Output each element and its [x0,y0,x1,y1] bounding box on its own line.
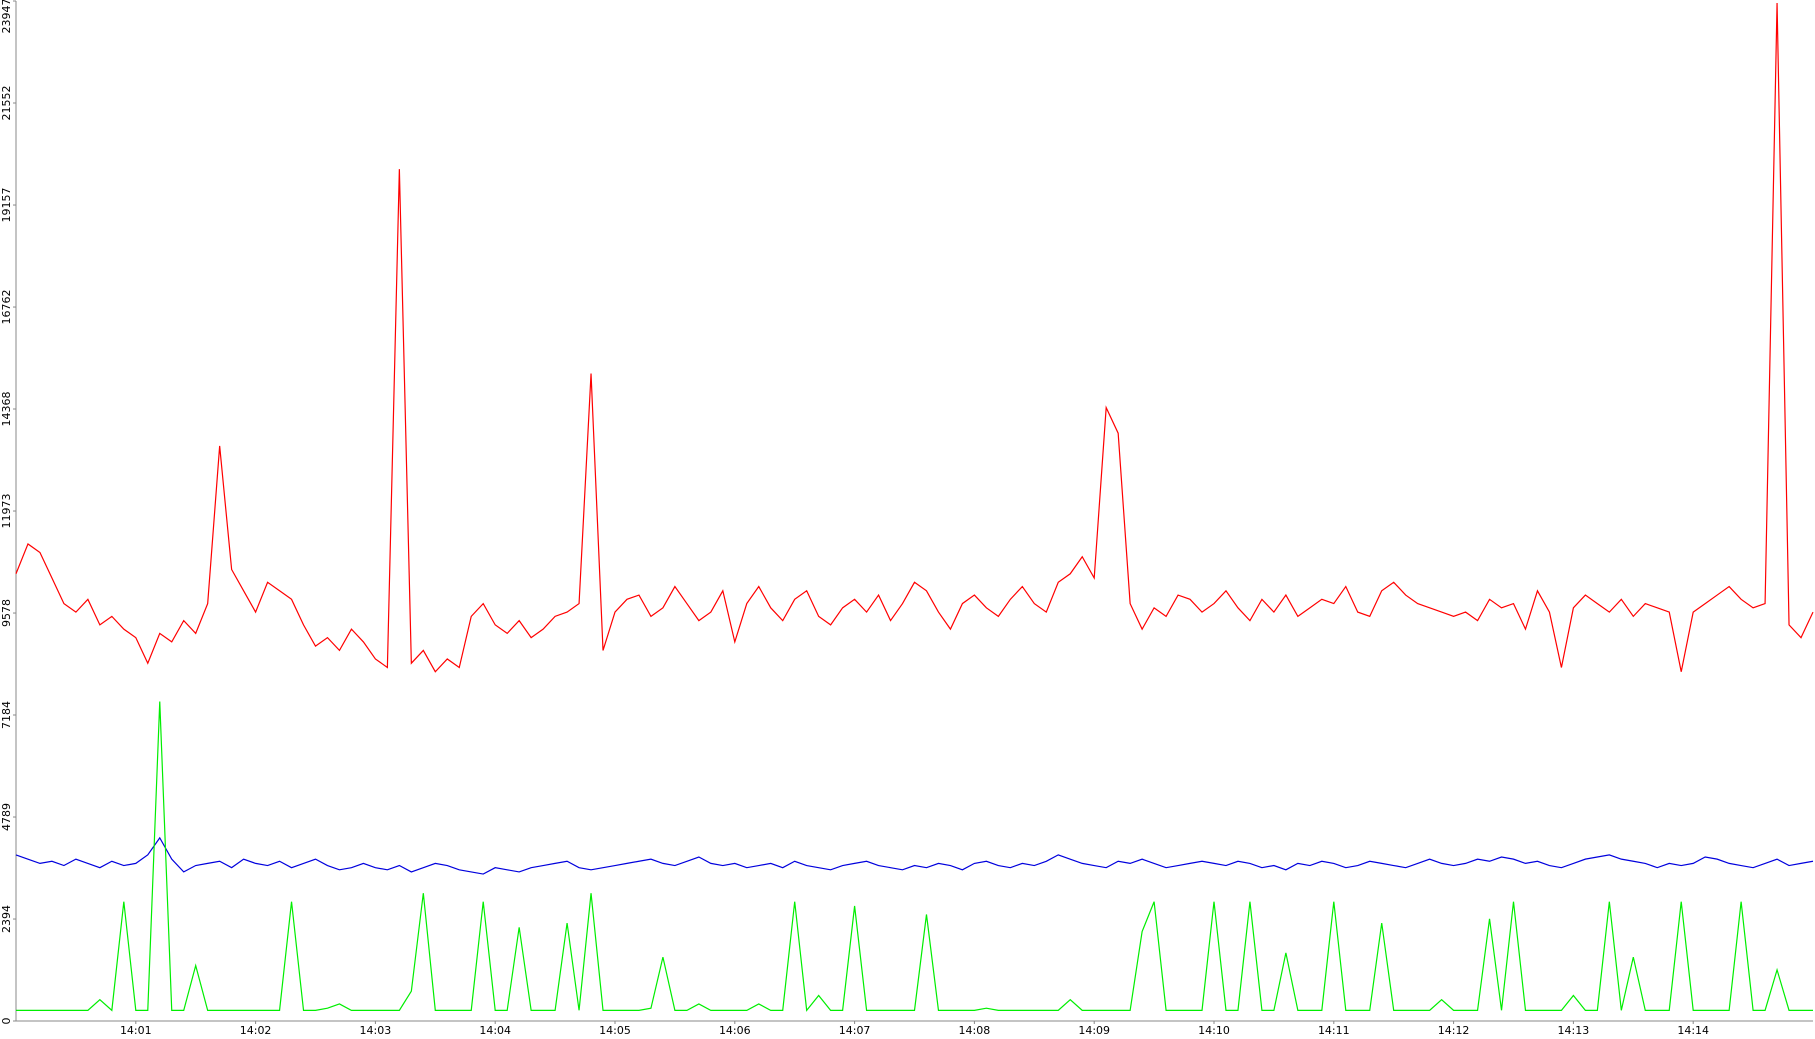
x-tick-label: 14:09 [1078,1024,1110,1037]
y-tick-label: 23947 [0,0,13,34]
y-tick-label: 11973 [0,494,13,529]
x-tick-label: 14:12 [1438,1024,1470,1037]
y-tick-label: 0 [0,1018,13,1025]
y-tick-label: 7184 [0,701,13,729]
series-line [15,836,1814,875]
x-tick-label: 14:11 [1318,1024,1350,1037]
y-tick-label: 16762 [0,290,13,325]
series-line [16,701,1813,1012]
y-tick-label: 9578 [0,599,13,627]
series-line [15,2,1814,673]
x-tick-label: 14:06 [719,1024,751,1037]
x-tick-label: 14:13 [1558,1024,1590,1037]
x-tick-label: 14:08 [959,1024,991,1037]
x-tick-label: 14:07 [839,1024,871,1037]
y-tick-label: 14368 [0,392,13,427]
x-tick-label: 14:02 [240,1024,272,1037]
x-tick-label: 14:05 [599,1024,631,1037]
x-tick-label: 14:10 [1198,1024,1230,1037]
x-tick-label: 14:04 [479,1024,511,1037]
x-tick-label: 14:01 [120,1024,152,1037]
y-tick-label: 21552 [0,86,13,121]
y-tick-label: 4789 [0,803,13,831]
y-tick-label: 19157 [0,188,13,223]
x-tick-label: 14:14 [1677,1024,1709,1037]
x-tick-label: 14:03 [360,1024,392,1037]
y-tick-label: 2394 [0,905,13,933]
